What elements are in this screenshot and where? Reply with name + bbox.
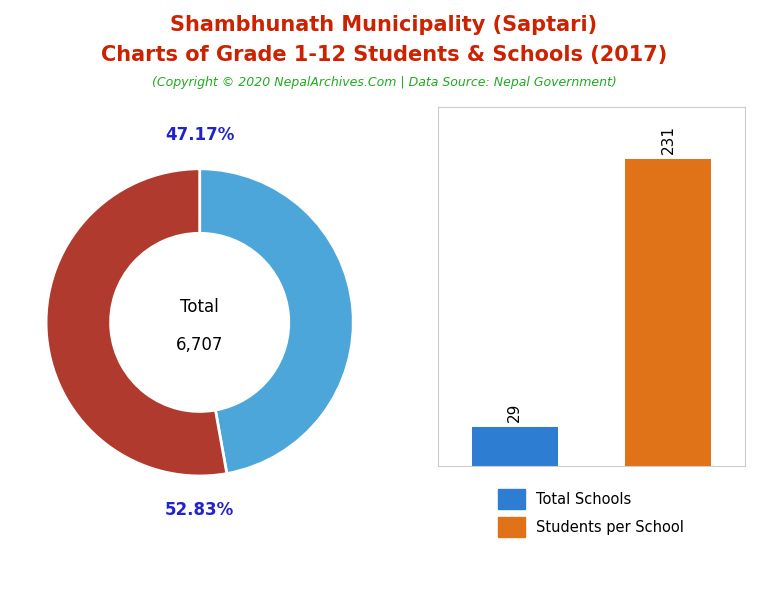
Text: Shambhunath Municipality (Saptari): Shambhunath Municipality (Saptari) [170,15,598,35]
Wedge shape [46,169,227,476]
Text: 231: 231 [660,125,676,154]
Bar [472,427,558,466]
Text: Charts of Grade 1-12 Students & Schools (2017): Charts of Grade 1-12 Students & Schools … [101,45,667,65]
Text: 52.83%: 52.83% [165,501,234,519]
Legend: Total Schools, Students per School: Total Schools, Students per School [498,488,684,537]
Text: (Copyright © 2020 NepalArchives.Com | Data Source: Nepal Government): (Copyright © 2020 NepalArchives.Com | Da… [151,76,617,90]
Text: 6,707: 6,707 [176,337,223,355]
Bar [625,159,711,466]
Text: 29: 29 [507,402,522,422]
Text: 47.17%: 47.17% [165,126,234,144]
Text: Total: Total [180,298,219,316]
Wedge shape [200,169,353,473]
